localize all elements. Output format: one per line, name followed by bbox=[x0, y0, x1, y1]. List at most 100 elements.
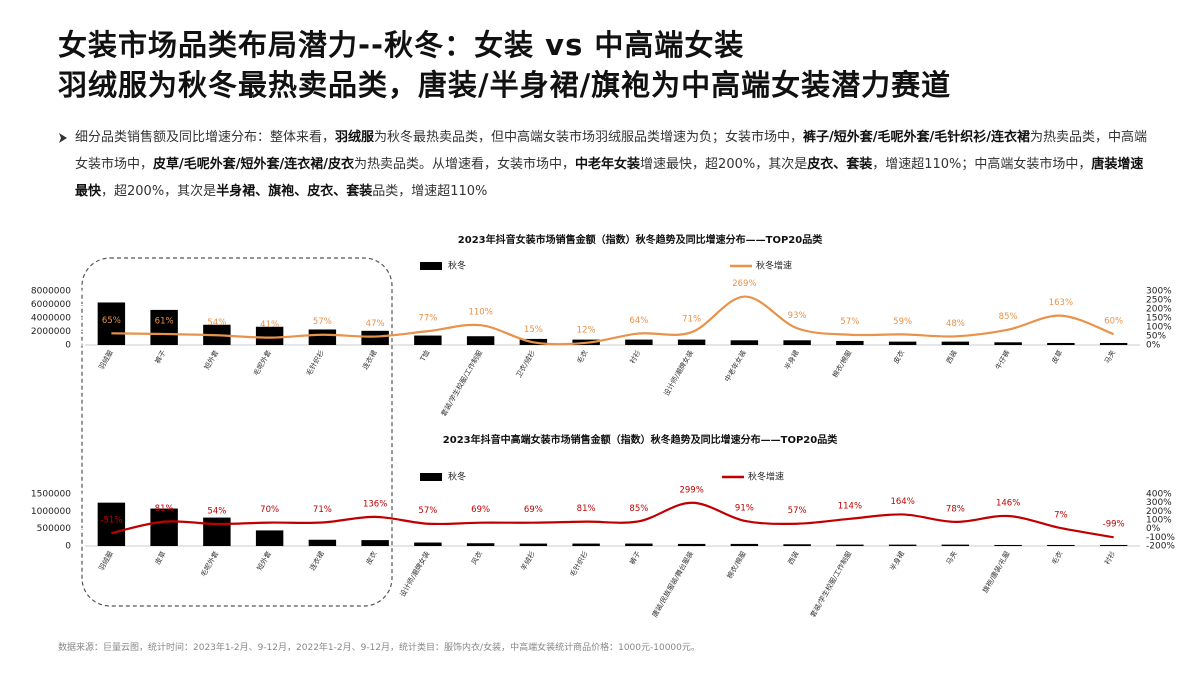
x-tick-label: 短外套 bbox=[255, 550, 273, 573]
bar bbox=[414, 335, 442, 345]
x-tick-label: 棉衣/棉服 bbox=[830, 349, 853, 380]
data-label: 57% bbox=[788, 506, 807, 516]
data-label: -99% bbox=[1103, 520, 1125, 530]
data-label: 15% bbox=[524, 325, 543, 335]
x-tick-label: 皮衣 bbox=[891, 349, 906, 366]
bar bbox=[625, 543, 653, 546]
bar bbox=[308, 329, 337, 345]
x-tick-label: 西装 bbox=[944, 349, 959, 366]
bar bbox=[97, 302, 126, 345]
data-label: 114% bbox=[838, 501, 862, 511]
x-tick-label: 连衣裙 bbox=[308, 550, 326, 573]
summary-segment: 增速最快，超200%，其次是 bbox=[640, 157, 808, 172]
y-tick-label: 500000 bbox=[37, 524, 72, 534]
data-label: 163% bbox=[1049, 298, 1073, 308]
x-tick-label: 旗袍/唐装/礼服 bbox=[980, 550, 1011, 595]
summary-segment: 羽绒服 bbox=[335, 130, 375, 145]
y-tick-label: 1500000 bbox=[31, 490, 71, 500]
bar bbox=[994, 342, 1022, 345]
data-label: 93% bbox=[788, 311, 807, 321]
x-tick-label: 设计师/潮牌女装 bbox=[662, 349, 695, 398]
bar bbox=[730, 340, 759, 345]
data-label: 164% bbox=[890, 497, 914, 507]
x-tick-label: 套装/学生校服/工作制服 bbox=[439, 349, 484, 418]
bar bbox=[255, 326, 284, 345]
y2-tick-label: 250% bbox=[1146, 296, 1172, 306]
y2-tick-label: 50% bbox=[1146, 332, 1166, 342]
x-tick-label: 马夹 bbox=[1102, 349, 1117, 366]
growth-line bbox=[111, 501, 1114, 539]
legend-label: 秋冬增速 bbox=[756, 260, 792, 272]
data-label: 59% bbox=[893, 317, 912, 327]
data-label: 81% bbox=[155, 504, 174, 514]
legend-label: 秋冬 bbox=[448, 260, 466, 272]
data-label: 57% bbox=[313, 317, 332, 327]
y-tick-label: 1000000 bbox=[31, 507, 71, 517]
summary-segment: 皮衣、套装 bbox=[807, 157, 873, 172]
x-tick-label: 皮草 bbox=[153, 550, 168, 567]
bar bbox=[677, 543, 706, 546]
bar bbox=[1047, 342, 1075, 345]
x-tick-label: 卫衣/绒衫 bbox=[514, 349, 537, 380]
data-label: 61% bbox=[155, 317, 174, 327]
bar bbox=[203, 517, 231, 546]
bar bbox=[1047, 544, 1075, 546]
data-label: 71% bbox=[313, 505, 332, 515]
x-tick-label: 羽绒服 bbox=[97, 550, 115, 573]
y2-tick-label: 0% bbox=[1146, 524, 1161, 534]
data-label: 65% bbox=[102, 316, 121, 326]
slide-title: 女装市场品类布局潜力--秋冬：女装 vs 中高端女装 bbox=[58, 28, 745, 62]
bar bbox=[994, 544, 1022, 546]
bar bbox=[836, 544, 864, 546]
bar bbox=[677, 339, 706, 345]
data-label: 78% bbox=[946, 504, 965, 514]
y2-tick-label: 100% bbox=[1146, 323, 1172, 333]
bar bbox=[783, 544, 811, 546]
bar bbox=[519, 543, 548, 546]
y2-tick-label: 300% bbox=[1146, 287, 1172, 297]
bullet-icon bbox=[59, 133, 67, 143]
data-label: 57% bbox=[840, 317, 859, 327]
data-label: 299% bbox=[679, 485, 703, 495]
data-label: 47% bbox=[366, 319, 385, 329]
bar bbox=[730, 543, 759, 546]
legend-swatch bbox=[420, 262, 442, 270]
bar bbox=[572, 543, 600, 546]
data-label: 70% bbox=[260, 505, 279, 515]
chart-title: 2023年抖音中高端女装市场销售金额（指数）秋冬趋势及同比增速分布——TOP20… bbox=[443, 433, 837, 446]
data-label: 136% bbox=[363, 499, 387, 509]
data-label: 12% bbox=[577, 325, 596, 335]
summary-segment: 细分品类销售额及同比增速分布：整体来看， bbox=[75, 130, 336, 145]
y2-tick-label: 300% bbox=[1146, 498, 1172, 508]
data-label: 54% bbox=[207, 506, 226, 516]
y2-tick-label: 150% bbox=[1146, 314, 1172, 324]
legend-label: 秋冬增速 bbox=[748, 471, 784, 483]
summary-segment: 皮草/毛呢外套/短外套/连衣裙/皮衣 bbox=[153, 157, 355, 172]
summary-segment: 裤子/短外套/毛呢外套/毛针织衫/连衣裙 bbox=[803, 130, 1031, 145]
bar bbox=[783, 340, 811, 345]
bar bbox=[361, 330, 389, 345]
y-tick-label: 0 bbox=[65, 341, 71, 351]
x-tick-label: 牛仔裤 bbox=[993, 349, 1011, 372]
summary-segment: 品类，增速超110% bbox=[372, 184, 488, 199]
data-label: 48% bbox=[946, 319, 965, 329]
data-label: 77% bbox=[418, 314, 437, 324]
x-tick-label: 裤子 bbox=[153, 349, 168, 366]
legend-label: 秋冬 bbox=[448, 471, 466, 483]
bar bbox=[625, 339, 653, 345]
data-label: -51% bbox=[100, 516, 122, 526]
y-tick-label: 6000000 bbox=[31, 300, 71, 310]
x-tick-label: 半身裙 bbox=[888, 550, 906, 573]
x-tick-label: 半身裙 bbox=[782, 349, 800, 372]
data-label: 146% bbox=[996, 499, 1020, 509]
x-tick-label: 西装 bbox=[786, 550, 801, 567]
summary-segment: 唐装增速最快 bbox=[75, 157, 1144, 199]
data-label: 7% bbox=[1054, 511, 1068, 521]
bar bbox=[1099, 342, 1128, 345]
bar bbox=[97, 502, 126, 546]
bar bbox=[150, 508, 178, 546]
slide-subtitle: 羽绒服为秋冬最热卖品类，唐装/半身裙/旗袍为中高端女装潜力赛道 bbox=[58, 68, 952, 102]
data-label: 54% bbox=[207, 318, 226, 328]
